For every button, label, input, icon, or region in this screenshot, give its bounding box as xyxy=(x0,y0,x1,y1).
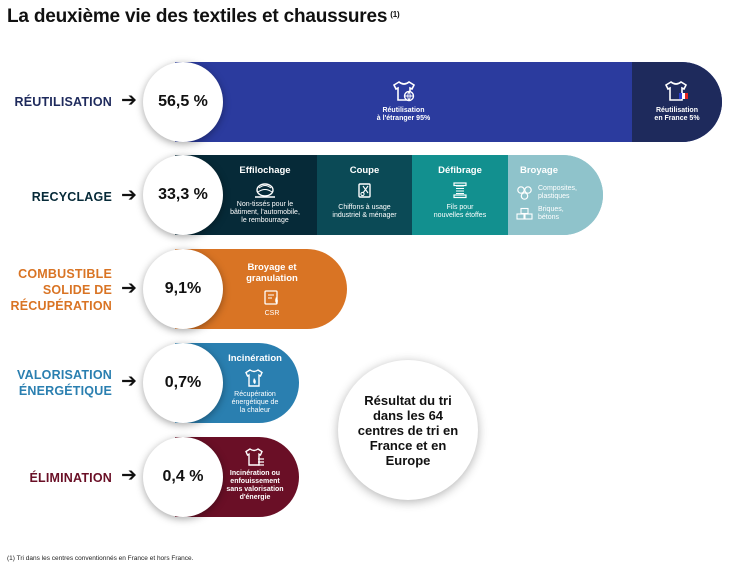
result-circle: Résultat du tri dans les 64 centres de t… xyxy=(338,360,478,500)
bricks-icon xyxy=(516,207,533,220)
segment-desc: Récupération énergétique de la chaleur xyxy=(231,391,279,414)
value-circle-valorisation: 0,7% xyxy=(143,343,223,423)
segment-reutilisation-etranger: Réutilisation à l'étranger 95% xyxy=(175,62,632,142)
segment-defibrage: Défibrage Fils pour nouvelles étoffes xyxy=(412,155,508,235)
title-footnote-ref: (1) xyxy=(390,10,400,19)
segment-desc: Chiffons à usage industriel & ménager xyxy=(332,204,397,219)
granules-icon xyxy=(517,186,532,200)
tshirt-waste-icon xyxy=(245,448,264,466)
segment-title: Effilochage xyxy=(239,165,291,176)
segment-title: Incinération xyxy=(228,353,282,364)
bar-reutilisation: Réutilisation à l'étranger 95% Réutilisa… xyxy=(175,62,722,142)
segment-elimination: Incinération ou enfouissement sans valor… xyxy=(215,437,295,517)
segment-title: Broyage et granulation xyxy=(246,262,298,284)
fuel-granules-icon xyxy=(264,290,278,305)
scissors-cloth-icon xyxy=(357,183,371,198)
segment-desc: Incinération ou enfouissement sans valor… xyxy=(226,470,284,501)
value-circle-reutilisation: 56,5 % xyxy=(143,62,223,142)
segment-title: Défibrage xyxy=(438,165,482,176)
segment-incineration: Incinération Récupération énergétique de… xyxy=(215,343,295,423)
row-reutilisation: RÉUTILISATION ➔ Réutilisation à l'étrang… xyxy=(0,62,729,142)
arrow-icon: ➔ xyxy=(121,185,137,206)
arrow-icon: ➔ xyxy=(121,90,137,111)
segment-desc: Non-tissés pour le bâtiment, l'automobil… xyxy=(230,201,300,224)
segment-desc: Fils pour nouvelles étoffes xyxy=(433,204,487,219)
segment-desc: Réutilisation en France 5% xyxy=(654,107,700,122)
segment-desc: Composites, plastiques xyxy=(538,185,577,200)
segment-desc: CSR xyxy=(264,310,280,317)
page-title: La deuxième vie des textiles et chaussur… xyxy=(7,6,400,27)
segment-coupe: Coupe Chiffons à usage industriel & ména… xyxy=(317,155,412,235)
row-elimination: ÉLIMINATION ➔ Incinération ou enfouissem… xyxy=(0,437,729,517)
segment-desc: Réutilisation à l'étranger 95% xyxy=(376,107,431,122)
row-recyclage: RECYCLAGE ➔ Effilochage Non-tissés pour … xyxy=(0,155,729,235)
tshirt-flame-icon xyxy=(245,369,263,387)
arrow-icon: ➔ xyxy=(121,371,137,392)
spool-icon xyxy=(453,182,467,199)
segment-broyage: Broyage Composites, plastiques Bri xyxy=(508,155,603,235)
category-label-csr: COMBUSTIBLE SOLIDE DE RÉCUPÉRATION xyxy=(10,267,112,313)
category-label-elimination: ÉLIMINATION xyxy=(29,471,112,485)
segment-title: Coupe xyxy=(349,165,380,176)
result-label: Résultat du tri dans les 64 centres de t… xyxy=(357,392,459,468)
value-circle-recyclage: 33,3 % xyxy=(143,155,223,235)
bar-recyclage: Effilochage Non-tissés pour le bâtiment,… xyxy=(175,155,603,235)
segment-reutilisation-france: Réutilisation en France 5% xyxy=(632,62,722,142)
arrow-icon: ➔ xyxy=(121,278,137,299)
category-label-valorisation: VALORISATION ÉNERGÉTIQUE xyxy=(17,368,112,398)
value-circle-elimination: 0,4 % xyxy=(143,437,223,517)
footnote: (1) Tri dans les centres conventionnés e… xyxy=(7,555,194,562)
category-label-recyclage: RECYCLAGE xyxy=(31,190,112,204)
category-label-reutilisation: RÉUTILISATION xyxy=(14,95,112,109)
row-valorisation: VALORISATION ÉNERGÉTIQUE ➔ Incinération … xyxy=(0,343,729,423)
yarn-icon xyxy=(255,183,275,198)
segment-desc: Briques, bétons xyxy=(538,206,564,221)
value-circle-csr: 9,1% xyxy=(143,249,223,329)
arrow-icon: ➔ xyxy=(121,465,137,486)
segment-title: Broyage xyxy=(520,165,559,176)
segment-broyage-granulation: Broyage et granulation CSR xyxy=(213,249,331,329)
row-csr: COMBUSTIBLE SOLIDE DE RÉCUPÉRATION ➔ Bro… xyxy=(0,249,729,329)
tshirt-globe-icon xyxy=(392,81,415,102)
tshirt-flag-icon xyxy=(664,81,688,101)
